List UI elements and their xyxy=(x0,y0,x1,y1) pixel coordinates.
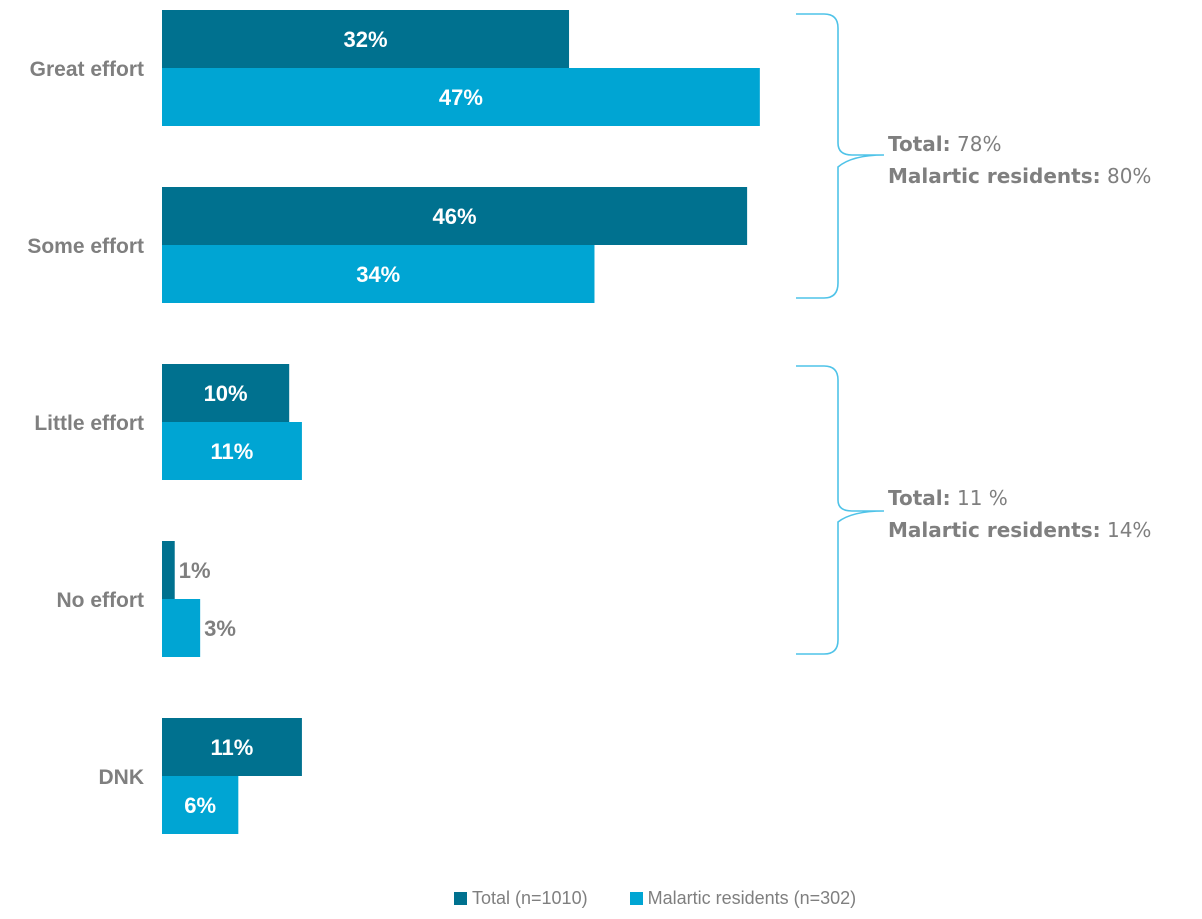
category-label-great-effort: Great effort xyxy=(30,58,144,81)
summary-positive: Total: 78% Malartic residents: 80% xyxy=(888,128,1151,192)
legend-item-total: Total (n=1010) xyxy=(454,888,588,909)
data-label-great-effort-residents: 47% xyxy=(439,85,483,110)
summary-negative-total: Total: 11 % xyxy=(888,486,1008,510)
legend: Total (n=1010) Malartic residents (n=302… xyxy=(454,888,898,909)
summary-negative: Total: 11 % Malartic residents: 14% xyxy=(888,482,1151,546)
data-label-no-effort-total: 1% xyxy=(179,558,211,583)
data-label-no-effort-residents: 3% xyxy=(204,616,236,641)
legend-swatch-residents xyxy=(629,892,643,905)
category-label-dnk: DNK xyxy=(99,766,145,789)
bars-group xyxy=(162,10,760,834)
data-label-some-effort-total: 46% xyxy=(433,204,477,229)
legend-item-residents: Malartic residents (n=302) xyxy=(629,888,857,909)
bar-dnk-total xyxy=(162,718,302,776)
brace-negative xyxy=(796,365,885,655)
bar-great-effort-residents xyxy=(162,68,760,126)
category-label-little-effort: Little effort xyxy=(34,412,144,435)
bar-some-effort-residents xyxy=(162,245,595,303)
data-label-little-effort-residents: 11% xyxy=(211,439,254,464)
bar-little-effort-residents xyxy=(162,422,302,480)
bar-no-effort-residents xyxy=(162,599,201,657)
bar-great-effort-total xyxy=(162,10,570,68)
data-label-some-effort-residents: 34% xyxy=(356,262,400,287)
data-label-dnk-total: 11% xyxy=(211,735,254,760)
category-label-no-effort: No effort xyxy=(57,589,145,612)
summary-negative-residents: Malartic residents: 14% xyxy=(888,518,1152,542)
data-label-little-effort-total: 10% xyxy=(204,381,248,406)
summary-positive-total: Total: 78% xyxy=(888,132,1002,156)
category-label-some-effort: Some effort xyxy=(27,235,144,258)
legend-swatch-total xyxy=(454,892,467,905)
bar-little-effort-total xyxy=(162,364,290,422)
data-label-dnk-residents: 6% xyxy=(184,793,216,818)
bar-some-effort-total xyxy=(162,187,748,245)
brace-positive xyxy=(796,13,885,299)
summary-positive-residents: Malartic residents: 80% xyxy=(888,164,1152,188)
labels-group: Great effort 32% 47% Some effort 46% 34% Littl… xyxy=(27,27,483,818)
bar-dnk-residents xyxy=(162,776,239,834)
data-label-great-effort-total: 32% xyxy=(343,27,387,52)
legend-label-residents: Malartic residents (n=302) xyxy=(647,888,857,908)
legend-label-total: Total (n=1010) xyxy=(472,888,588,908)
bar-no-effort-total xyxy=(162,541,175,599)
